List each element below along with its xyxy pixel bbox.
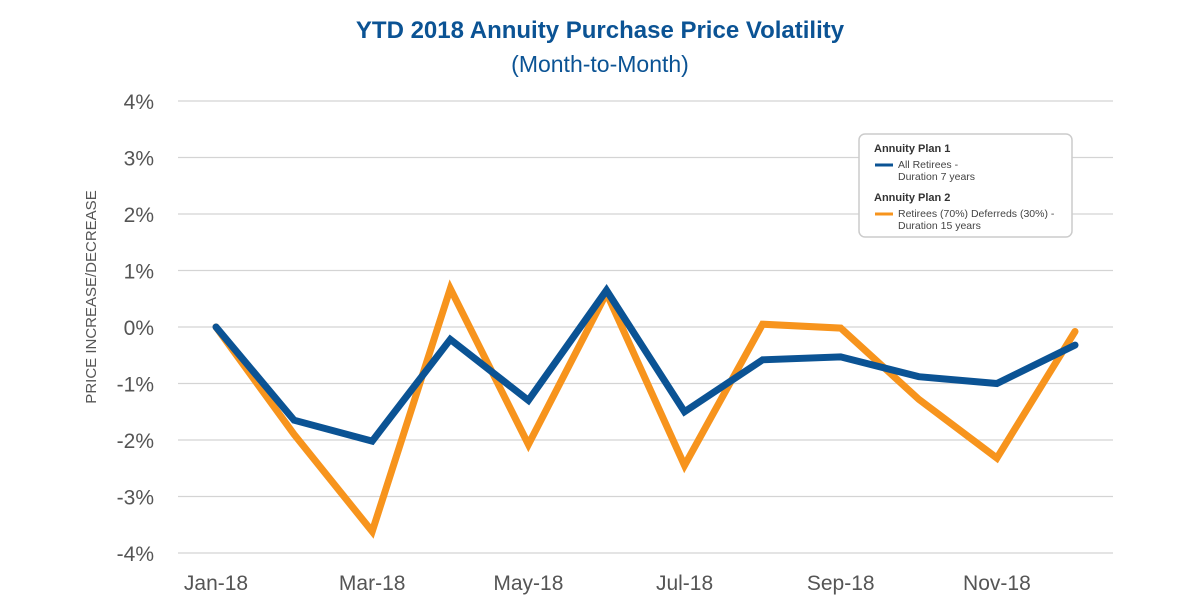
- series-lines: [212, 279, 1079, 539]
- data-point-plan-2: [1074, 331, 1076, 333]
- data-point-plan-1: [449, 338, 451, 340]
- data-point-plan-1: [684, 411, 686, 413]
- data-point-plan-1: [527, 399, 529, 401]
- data-point-plan-2: [371, 531, 373, 533]
- legend: Annuity Plan 1 All Retirees - Duration 7…: [858, 133, 1073, 238]
- series-line-plan-2: [212, 279, 1079, 539]
- x-tick-label: Mar-18: [339, 572, 406, 595]
- x-axis-ticks: Jan-18 Mar-18 May-18 Jul-18 Sep-18 Nov-18: [184, 572, 1031, 595]
- data-point-plan-1: [1074, 344, 1076, 346]
- data-point-plan-1: [840, 356, 842, 358]
- data-point-plan-1: [293, 419, 295, 421]
- x-tick-label: Nov-18: [963, 572, 1031, 595]
- data-point-plan-1: [605, 289, 607, 291]
- legend-label-plan-2-duration: Duration 15 years: [898, 220, 981, 232]
- x-tick-label: Jan-18: [184, 572, 248, 595]
- y-tick-label: 4%: [124, 91, 154, 114]
- data-point-plan-1: [762, 359, 764, 361]
- chart-title: YTD 2018 Annuity Purchase Price Volatili…: [356, 17, 845, 44]
- data-point-plan-2: [996, 457, 998, 459]
- data-point-plan-1: [918, 376, 920, 378]
- legend-label-plan-1-duration: Duration 7 years: [898, 171, 975, 183]
- chart-subtitle: (Month-to-Month): [511, 51, 689, 77]
- x-tick-label: Sep-18: [807, 572, 875, 595]
- y-tick-label: -3%: [117, 487, 154, 510]
- data-point-plan-1: [215, 326, 217, 328]
- legend-label-plan-1: All Retirees -: [898, 159, 959, 171]
- y-tick-label: 2%: [124, 204, 154, 227]
- y-tick-label: 1%: [124, 261, 154, 284]
- y-tick-label: -4%: [117, 543, 154, 566]
- data-point-plan-2: [449, 288, 451, 290]
- data-point-plan-1: [371, 440, 373, 442]
- y-tick-label: 0%: [124, 317, 154, 340]
- y-axis-ticks: 4% 3% 2% 1% 0% -1% -2% -3% -4%: [117, 91, 154, 566]
- data-point-plan-2: [840, 327, 842, 329]
- legend-box: [858, 133, 1073, 238]
- legend-group-2-title: Annuity Plan 2: [874, 192, 950, 204]
- x-tick-label: Jul-18: [656, 572, 713, 595]
- series-line-plan-1: [212, 284, 1079, 446]
- data-point-plan-2: [293, 433, 295, 435]
- y-tick-label: 3%: [124, 148, 154, 171]
- y-axis-label: PRICE INCREASE/DECREASE: [83, 190, 100, 403]
- legend-label-plan-2: Retirees (70%) Deferreds (30%) -: [898, 208, 1055, 220]
- data-point-plan-2: [527, 444, 529, 446]
- data-point-plan-2: [918, 398, 920, 400]
- y-tick-label: -1%: [117, 374, 154, 397]
- y-tick-label: -2%: [117, 430, 154, 453]
- data-point-plan-1: [996, 383, 998, 385]
- data-point-plan-2: [684, 464, 686, 466]
- legend-group-1-title: Annuity Plan 1: [874, 143, 950, 155]
- data-point-plan-2: [762, 323, 764, 325]
- x-tick-label: May-18: [493, 572, 563, 595]
